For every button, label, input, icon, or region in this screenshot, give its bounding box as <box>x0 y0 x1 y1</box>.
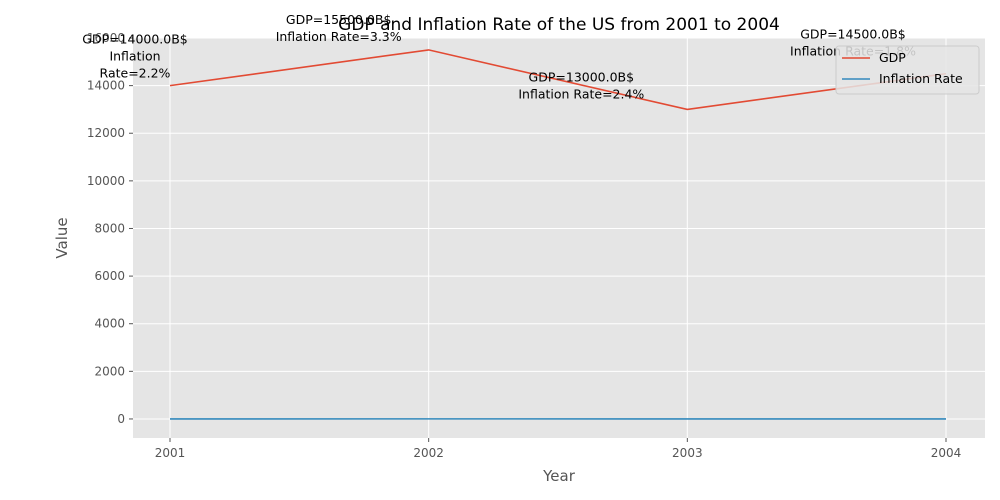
y-tick-label: 2000 <box>94 364 125 378</box>
y-axis-title: Value <box>53 217 71 258</box>
annotation-line: Inflation <box>109 49 160 64</box>
data-annotation: GDP=13000.0B$ Inflation Rate=2.4% <box>518 69 644 101</box>
y-tick-label: 10000 <box>87 174 125 188</box>
y-tick-label: 4000 <box>94 317 125 331</box>
x-axis-title: Year <box>542 467 576 485</box>
chart-title: GDP and Inflation Rate of the US from 20… <box>338 15 780 35</box>
annotation-line: GDP=13000.0B$ <box>529 69 635 84</box>
y-tick-label: 8000 <box>94 221 125 235</box>
legend-label-1: Inflation Rate <box>879 71 963 86</box>
legend-box <box>835 45 980 95</box>
y-tick-label: 14000 <box>87 79 125 93</box>
x-tick-label: 2003 <box>672 446 703 460</box>
annotation-line: Inflation Rate=3.3% <box>276 29 402 44</box>
annotation-line: Inflation Rate=2.4% <box>518 86 644 101</box>
annotation-line: GDP=14500.0B$ <box>800 27 906 42</box>
series-layer <box>169 49 947 420</box>
y-tick-label: 0 <box>117 412 125 426</box>
data-annotation: GDP=14000.0B$ Inflation Rate=2.2% <box>82 32 188 81</box>
series-line-0 <box>169 49 947 111</box>
annotation-line: GDP=14000.0B$ <box>82 32 188 47</box>
annotation-line: GDP=15500.0B$ <box>286 12 392 27</box>
y-tick-label: 6000 <box>94 269 125 283</box>
x-tick-label: 2001 <box>155 446 186 460</box>
grid <box>133 37 985 438</box>
legend-label-0: GDP <box>879 50 906 65</box>
legend: GDP Inflation Rate <box>835 45 980 95</box>
y-tick-label: 12000 <box>87 126 125 140</box>
y-tick-label: 16000 <box>87 31 125 45</box>
x-tick-label: 2004 <box>931 446 962 460</box>
data-annotation: GDP=15500.0B$ Inflation Rate=3.3% <box>276 12 402 44</box>
x-tick-label: 2002 <box>413 446 444 460</box>
x-axis: 2001 2002 2003 2004 <box>155 438 962 460</box>
annotation-line: Rate=2.2% <box>100 66 171 81</box>
y-axis: 0 2000 4000 6000 8000 10000 12000 14000 16000 <box>87 31 133 426</box>
